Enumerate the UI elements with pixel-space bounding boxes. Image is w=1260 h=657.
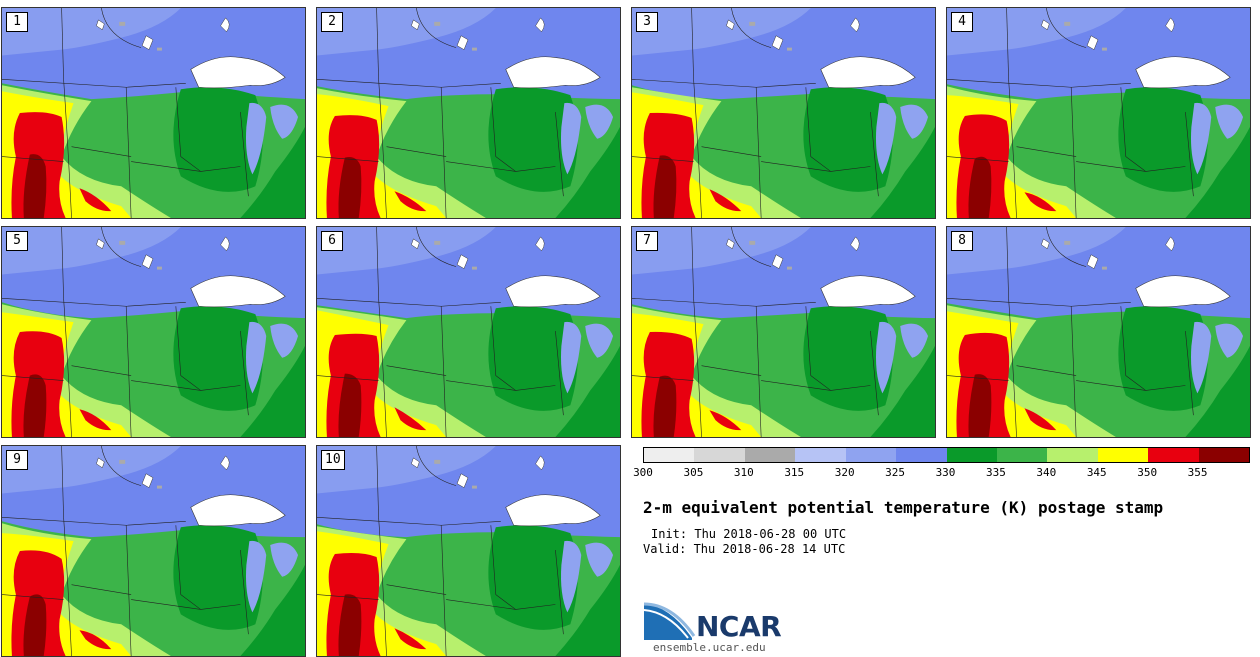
temperature-map bbox=[317, 8, 620, 218]
colorbar bbox=[643, 447, 1250, 463]
panel-label: 9 bbox=[6, 450, 28, 470]
colorbar-tick-label: 320 bbox=[834, 466, 855, 479]
map-panel: 4 bbox=[946, 7, 1251, 219]
panel-label: 4 bbox=[951, 12, 973, 32]
colorbar-segment bbox=[1097, 448, 1149, 462]
colorbar-segment bbox=[644, 448, 695, 462]
logo-text: NCAR bbox=[696, 610, 782, 643]
panel-label: 10 bbox=[321, 450, 345, 470]
map-panel: 3 bbox=[631, 7, 936, 219]
panel-label: 2 bbox=[321, 12, 343, 32]
colorbar-segment bbox=[1148, 448, 1199, 462]
colorbar-tick-label: 355 bbox=[1187, 466, 1208, 479]
colorbar-tick-label: 335 bbox=[985, 466, 1006, 479]
colorbar-segment bbox=[996, 448, 1048, 462]
colorbar-segment bbox=[694, 448, 745, 462]
panel-label: 7 bbox=[636, 231, 658, 251]
temperature-map bbox=[947, 8, 1250, 218]
init-time: Init: Thu 2018-06-28 00 UTC bbox=[651, 527, 847, 541]
colorbar-tick-label: 350 bbox=[1137, 466, 1158, 479]
colorbar-labels: 300 305 310 315 320 325 330 335 340 345 350 355 bbox=[633, 466, 1248, 482]
map-panel: 10 bbox=[316, 445, 621, 657]
temperature-map bbox=[2, 446, 305, 656]
map-panel: 7 bbox=[631, 226, 936, 438]
map-panel: 9 bbox=[1, 445, 306, 657]
colorbar-tick-label: 310 bbox=[733, 466, 754, 479]
colorbar-segment bbox=[946, 448, 997, 462]
temperature-map bbox=[632, 8, 935, 218]
panel-label: 5 bbox=[6, 231, 28, 251]
map-panel: 6 bbox=[316, 226, 621, 438]
colorbar-tick-label: 325 bbox=[885, 466, 906, 479]
map-panel: 2 bbox=[316, 7, 621, 219]
colorbar-segment bbox=[1047, 448, 1098, 462]
panel-label: 1 bbox=[6, 12, 28, 32]
map-panel: 8 bbox=[946, 226, 1251, 438]
map-panel: 1 bbox=[1, 7, 306, 219]
colorbar-tick-label: 305 bbox=[683, 466, 704, 479]
colorbar-tick-label: 345 bbox=[1086, 466, 1107, 479]
map-panel: 5 bbox=[1, 226, 306, 438]
temperature-map bbox=[317, 446, 620, 656]
colorbar-tick-label: 315 bbox=[784, 466, 805, 479]
colorbar-segment bbox=[845, 448, 897, 462]
colorbar-segment bbox=[744, 448, 796, 462]
website-link[interactable]: ensemble.ucar.edu bbox=[653, 641, 766, 654]
panel-label: 3 bbox=[636, 12, 658, 32]
colorbar-segment bbox=[795, 448, 846, 462]
colorbar-tick-label: 330 bbox=[935, 466, 956, 479]
temperature-map bbox=[2, 8, 305, 218]
chart-title: 2-m equivalent potential temperature (K)… bbox=[643, 498, 1164, 517]
colorbar-tick-label: 300 bbox=[633, 466, 653, 479]
temperature-map bbox=[2, 227, 305, 437]
temperature-map bbox=[947, 227, 1250, 437]
colorbar-tick-label: 340 bbox=[1036, 466, 1057, 479]
temperature-map bbox=[632, 227, 935, 437]
panel-label: 6 bbox=[321, 231, 343, 251]
colorbar-segment bbox=[1198, 448, 1250, 462]
ncar-logo-icon bbox=[643, 602, 696, 640]
valid-time: Valid: Thu 2018-06-28 14 UTC bbox=[643, 542, 846, 556]
colorbar-segment bbox=[896, 448, 947, 462]
panel-label: 8 bbox=[951, 231, 973, 251]
temperature-map bbox=[317, 227, 620, 437]
